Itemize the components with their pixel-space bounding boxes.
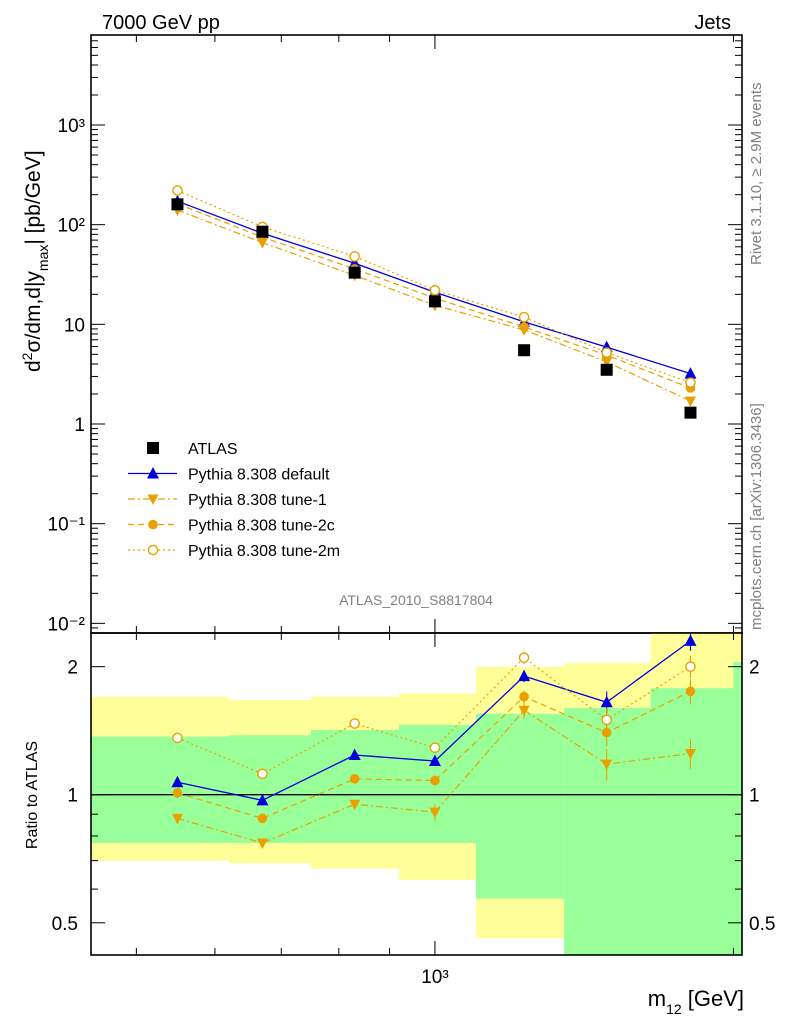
ratio-data-point: [601, 714, 612, 726]
ratio-y-axis-label: Ratio to ATLAS: [24, 741, 41, 849]
main-data-point: [349, 251, 360, 262]
ratio-data-point: [684, 634, 697, 646]
main-y-tick-label: 10⁻²: [48, 614, 86, 635]
ratio-data-point: [349, 799, 361, 811]
ratio-inner-band: [475, 713, 565, 899]
ratio-data-point: [429, 807, 441, 819]
main-data-point: [428, 295, 441, 308]
ratio-y-tick-label-right: 0.5: [749, 914, 775, 935]
x-tick-label: 10³: [421, 967, 448, 988]
ratio-y-tick-label: 0.5: [52, 914, 78, 935]
rivet-version-label: Rivet 3.1.10, ≥ 2.9M events: [748, 83, 765, 266]
ratio-data-point: [519, 691, 529, 702]
legend-marker: [147, 442, 159, 454]
legend-entry-label: Pythia 8.308 default: [188, 467, 330, 484]
ratio-y-tick-label: 2: [67, 658, 78, 679]
main-y-tick-label: 10³: [58, 116, 85, 137]
main-data-point: [172, 185, 183, 196]
main-data-series: [171, 185, 697, 419]
main-data-point: [348, 266, 361, 279]
ratio-inner-band: [564, 707, 651, 955]
collision-label: 7000 GeV pp: [102, 12, 220, 34]
ratio-plot-panel: 0.5 0.5 1 1 2 2 10³ Ratio to ATLAS m12 [GeV]: [24, 632, 776, 1017]
analysis-label: ATLAS_2010_S8817804: [339, 592, 493, 608]
ratio-data-point: [257, 813, 268, 824]
main-data-point: [256, 225, 269, 238]
ratio-y-tick-label: 1: [67, 786, 78, 807]
ratio-data-point: [171, 775, 184, 788]
legend: ATLAS Pythia 8.308 default Pythia 8.308 tu…: [128, 441, 340, 560]
legend-entry-label: Pythia 8.308 tune-2m: [188, 543, 340, 560]
ratio-data-point: [518, 705, 530, 717]
main-data-point: [600, 363, 613, 376]
ratio-plot-frame: [90, 632, 743, 956]
main-y-axis-label: d2σ/dm,d|ymax| [pb/GeV]: [19, 150, 51, 372]
ratio-y-tick-label-right: 2: [749, 658, 760, 679]
ratio-data-point: [429, 742, 441, 753]
ratio-inner-band: [91, 736, 230, 844]
legend-entry-label: ATLAS: [188, 441, 238, 458]
ratio-inner-band: [650, 688, 734, 955]
main-data-point: [601, 357, 613, 368]
main-plot-panel: 10⁻² 10⁻¹ 1 10 10² 10³ ATLAS_2010_S8817804 d2…: [19, 34, 743, 635]
ratio-inner-band: [733, 662, 742, 955]
ratio-tick-labels: 0.5 0.5 1 1 2 2 10³: [52, 658, 776, 988]
ratio-data-point: [518, 652, 530, 663]
legend-entry-label: Pythia 8.308 tune-1: [188, 492, 327, 509]
x-axis-label: m12 [GeV]: [648, 986, 744, 1017]
main-y-tick-label: 1: [74, 415, 85, 436]
legend-marker: [148, 519, 158, 530]
ratio-data-point: [428, 754, 441, 767]
main-data-point: [601, 347, 612, 358]
mcplots-label: mcplots.cern.ch [arXiv:1306.3436]: [748, 403, 765, 630]
legend-entry-label: Pythia 8.308 tune-2c: [188, 518, 335, 535]
ratio-data-point: [256, 838, 268, 850]
ratio-inner-band: [311, 729, 400, 844]
process-label: Jets: [694, 12, 731, 34]
ratio-data-point: [430, 775, 440, 786]
main-y-ticks: [91, 34, 742, 634]
ratio-data-point: [685, 686, 696, 697]
legend-marker: [147, 544, 159, 556]
ratio-data-point: [684, 749, 696, 760]
legend-marker: [147, 467, 159, 479]
main-data-point: [519, 322, 529, 332]
main-data-point: [684, 396, 696, 408]
ratio-data-point: [349, 718, 360, 729]
main-data-point: [518, 311, 530, 323]
main-data-point: [518, 344, 531, 357]
ratio-data-point: [349, 774, 360, 784]
main-data-point: [685, 377, 696, 388]
ratio-data-point: [600, 695, 613, 708]
ratio-data-point: [348, 748, 361, 760]
ratio-data-point: [518, 669, 531, 682]
ratio-data-point: [256, 793, 269, 806]
main-data-point: [171, 198, 184, 211]
ratio-data-series: [171, 633, 697, 850]
ratio-uncertainty-bands: [91, 633, 742, 955]
ratio-data-point: [172, 732, 183, 744]
ratio-y-tick-label-right: 1: [749, 786, 760, 807]
legend-marker: [147, 494, 159, 505]
ratio-data-point: [172, 788, 183, 798]
ratio-inner-band: [229, 735, 312, 844]
ratio-data-point: [685, 661, 696, 672]
main-data-point: [429, 284, 441, 296]
ratio-data-point: [171, 813, 183, 825]
main-data-point: [684, 367, 697, 379]
main-data-point: [684, 406, 697, 419]
ratio-data-point: [257, 768, 268, 780]
main-y-tick-labels: 10⁻² 10⁻¹ 1 10 10² 10³: [48, 116, 86, 635]
ratio-data-point: [601, 759, 613, 771]
main-y-tick-label: 10: [64, 315, 85, 336]
main-y-tick-label: 10²: [58, 216, 85, 237]
main-y-tick-label: 10⁻¹: [48, 515, 86, 536]
